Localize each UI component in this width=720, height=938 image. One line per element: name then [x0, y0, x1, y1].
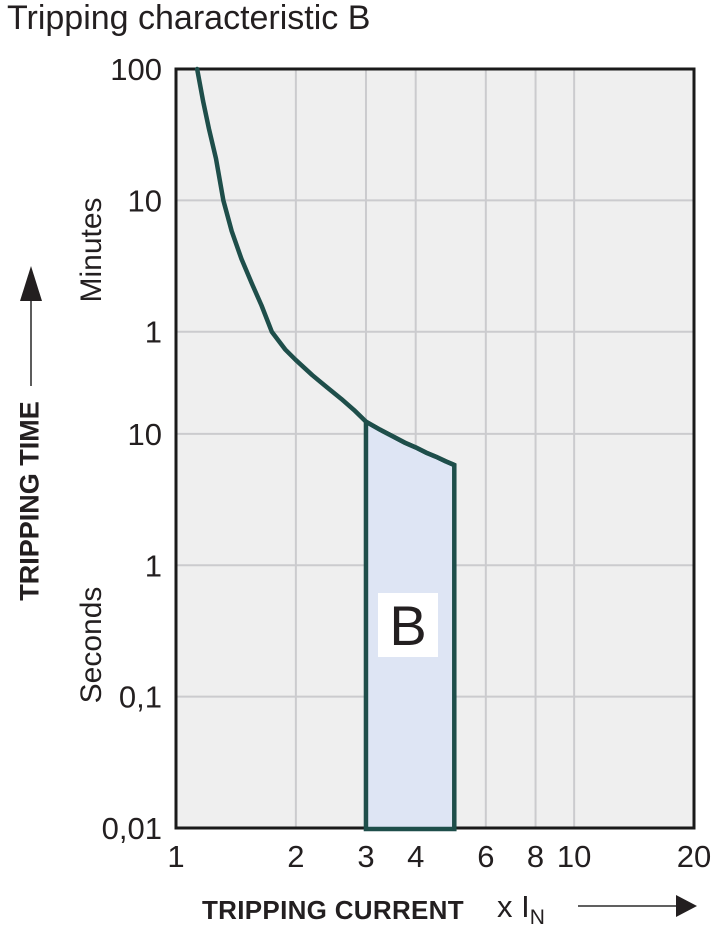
region-b-label: B	[389, 594, 426, 657]
x-tick-label: 2	[287, 839, 304, 874]
x-tick-label: 10	[557, 839, 591, 874]
x-tick-label: 3	[357, 839, 374, 874]
y-tick-label: 0,1	[119, 680, 162, 715]
y-tick-label: 1	[145, 548, 162, 583]
x-tick-label: 20	[677, 839, 711, 874]
y-tick-label: 1	[145, 315, 162, 350]
multiplier-text: x I	[497, 889, 530, 924]
y-tick-label: 0,01	[102, 811, 162, 846]
tripping-current-arrow-head	[676, 895, 697, 917]
multiplier-subscript: N	[529, 906, 545, 930]
y-unit-seconds-label: Seconds	[75, 586, 108, 704]
x-axis-multiplier: x IN	[497, 888, 545, 930]
y-tick-label: 10	[128, 417, 162, 452]
chart-title: Tripping characteristic B	[7, 0, 371, 37]
y-unit-minutes-label: Minutes	[75, 197, 108, 303]
x-tick-label: 1	[167, 839, 184, 874]
x-tick-label: 8	[527, 839, 544, 874]
tripping-curve-b	[194, 66, 457, 468]
x-tick-label: 4	[407, 839, 424, 874]
y-axis-title: TRIPPING TIME	[14, 401, 45, 601]
y-tick-label: 100	[110, 52, 162, 87]
x-tick-label: 6	[477, 839, 494, 874]
tripping-time-arrow-head	[20, 266, 42, 301]
x-axis-title: TRIPPING CURRENT	[202, 895, 464, 925]
region-b-label-box	[378, 593, 438, 657]
y-tick-label: 10	[128, 183, 162, 218]
